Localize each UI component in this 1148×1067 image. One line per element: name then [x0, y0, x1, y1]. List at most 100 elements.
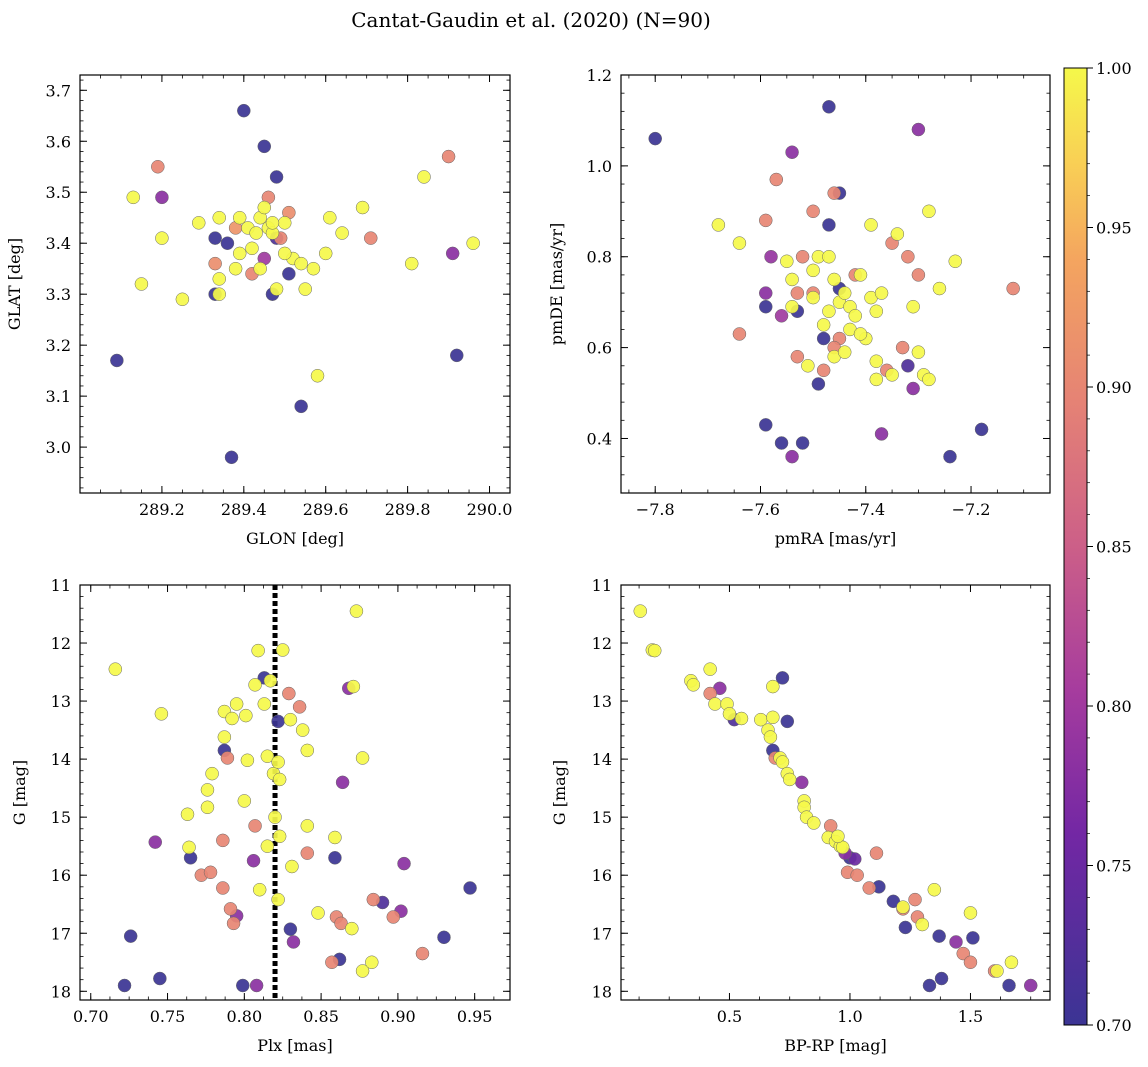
data-point — [366, 892, 381, 907]
y-tick-label: 14 — [51, 750, 71, 769]
data-point — [795, 249, 810, 264]
y-tick-label: 18 — [51, 982, 71, 1001]
data-point — [966, 931, 980, 945]
data-point — [306, 261, 321, 276]
data-point — [323, 210, 337, 225]
data-point — [275, 643, 290, 657]
data-point — [911, 122, 926, 137]
data-point — [148, 835, 162, 849]
data-point — [869, 846, 884, 860]
data-point — [790, 286, 805, 300]
data-point — [224, 450, 239, 465]
data-point — [785, 299, 799, 314]
x-tick-label: 0.75 — [150, 1007, 186, 1026]
data-point — [415, 946, 430, 961]
data-point — [248, 819, 262, 833]
x-axis-label: GLON [deg] — [246, 529, 344, 548]
data-point — [722, 707, 737, 721]
data-point — [759, 299, 773, 314]
colorbar-tick-label: 0.70 — [1096, 1016, 1132, 1035]
data-point — [822, 249, 836, 264]
data-point — [862, 881, 876, 895]
axes-frame — [620, 74, 1051, 494]
y-tick-label: 11 — [592, 576, 612, 595]
data-point — [795, 775, 809, 790]
axes-frame — [620, 584, 1051, 1001]
data-point — [869, 372, 884, 387]
data-point — [260, 839, 275, 853]
data-point — [216, 833, 230, 848]
data-point — [355, 751, 370, 765]
data-point — [837, 286, 852, 300]
x-tick-label: 0.80 — [227, 1007, 263, 1026]
data-point — [463, 881, 477, 895]
data-point — [759, 213, 773, 228]
data-point — [827, 272, 841, 287]
data-point — [811, 377, 826, 391]
data-point — [300, 743, 315, 758]
data-point — [328, 830, 342, 845]
data-point — [220, 751, 235, 765]
y-axis-label: pmDE [mas/yr] — [547, 223, 566, 346]
x-tick-label: 1.0 — [837, 1007, 862, 1026]
x-tick-label: 290.0 — [467, 500, 513, 519]
colorbar-tick-label: 0.95 — [1096, 219, 1132, 238]
data-point — [153, 971, 167, 986]
y-tick-label: 3.1 — [46, 387, 71, 406]
data-point — [260, 749, 275, 763]
y-tick-label: 18 — [592, 982, 612, 1001]
data-point — [212, 287, 226, 301]
data-point — [906, 299, 920, 314]
data-point — [869, 354, 884, 368]
data-point — [216, 881, 230, 895]
data-point — [151, 160, 165, 174]
data-point — [806, 204, 820, 219]
y-axis-label: GLAT [deg] — [5, 238, 24, 330]
data-point — [285, 859, 299, 874]
data-point — [915, 917, 930, 932]
data-point — [949, 935, 963, 949]
data-point — [208, 256, 222, 271]
data-point — [686, 678, 701, 692]
data-point — [335, 775, 350, 790]
y-tick-label: 3.0 — [46, 438, 71, 457]
y-tick-label: 16 — [51, 866, 71, 885]
data-point — [345, 921, 359, 936]
data-point — [922, 978, 937, 993]
data-point — [292, 700, 307, 714]
data-point — [822, 100, 836, 114]
x-tick-label: 289.4 — [221, 500, 267, 519]
data-point — [766, 710, 780, 725]
data-point — [248, 678, 262, 692]
data-point — [294, 256, 308, 271]
colorbar-tick-label: 0.90 — [1096, 378, 1132, 397]
x-tick-label: −7.4 — [846, 500, 885, 519]
data-point — [785, 145, 799, 159]
data-point — [874, 427, 889, 441]
data-point — [775, 671, 790, 685]
data-point — [703, 662, 717, 676]
data-point — [223, 902, 238, 916]
colorbar-gradient — [1063, 67, 1088, 1026]
data-point — [934, 971, 949, 986]
data-point — [182, 840, 196, 855]
data-point — [806, 263, 820, 278]
data-point — [785, 449, 799, 464]
x-tick-label: 0.5 — [717, 1007, 742, 1026]
y-tick-label: 3.4 — [46, 234, 71, 253]
y-tick-label: 17 — [592, 924, 612, 943]
data-point — [1023, 978, 1038, 993]
data-point — [906, 381, 920, 396]
data-point — [801, 359, 815, 373]
data-point — [956, 946, 970, 961]
data-point — [257, 139, 272, 154]
data-point — [763, 730, 778, 744]
data-point — [328, 851, 342, 865]
data-point — [790, 349, 805, 364]
data-point — [648, 131, 662, 146]
data-point — [117, 978, 132, 993]
data-point — [827, 186, 841, 200]
data-point — [795, 436, 810, 450]
y-tick-label: 12 — [592, 634, 612, 653]
data-point — [325, 955, 339, 970]
